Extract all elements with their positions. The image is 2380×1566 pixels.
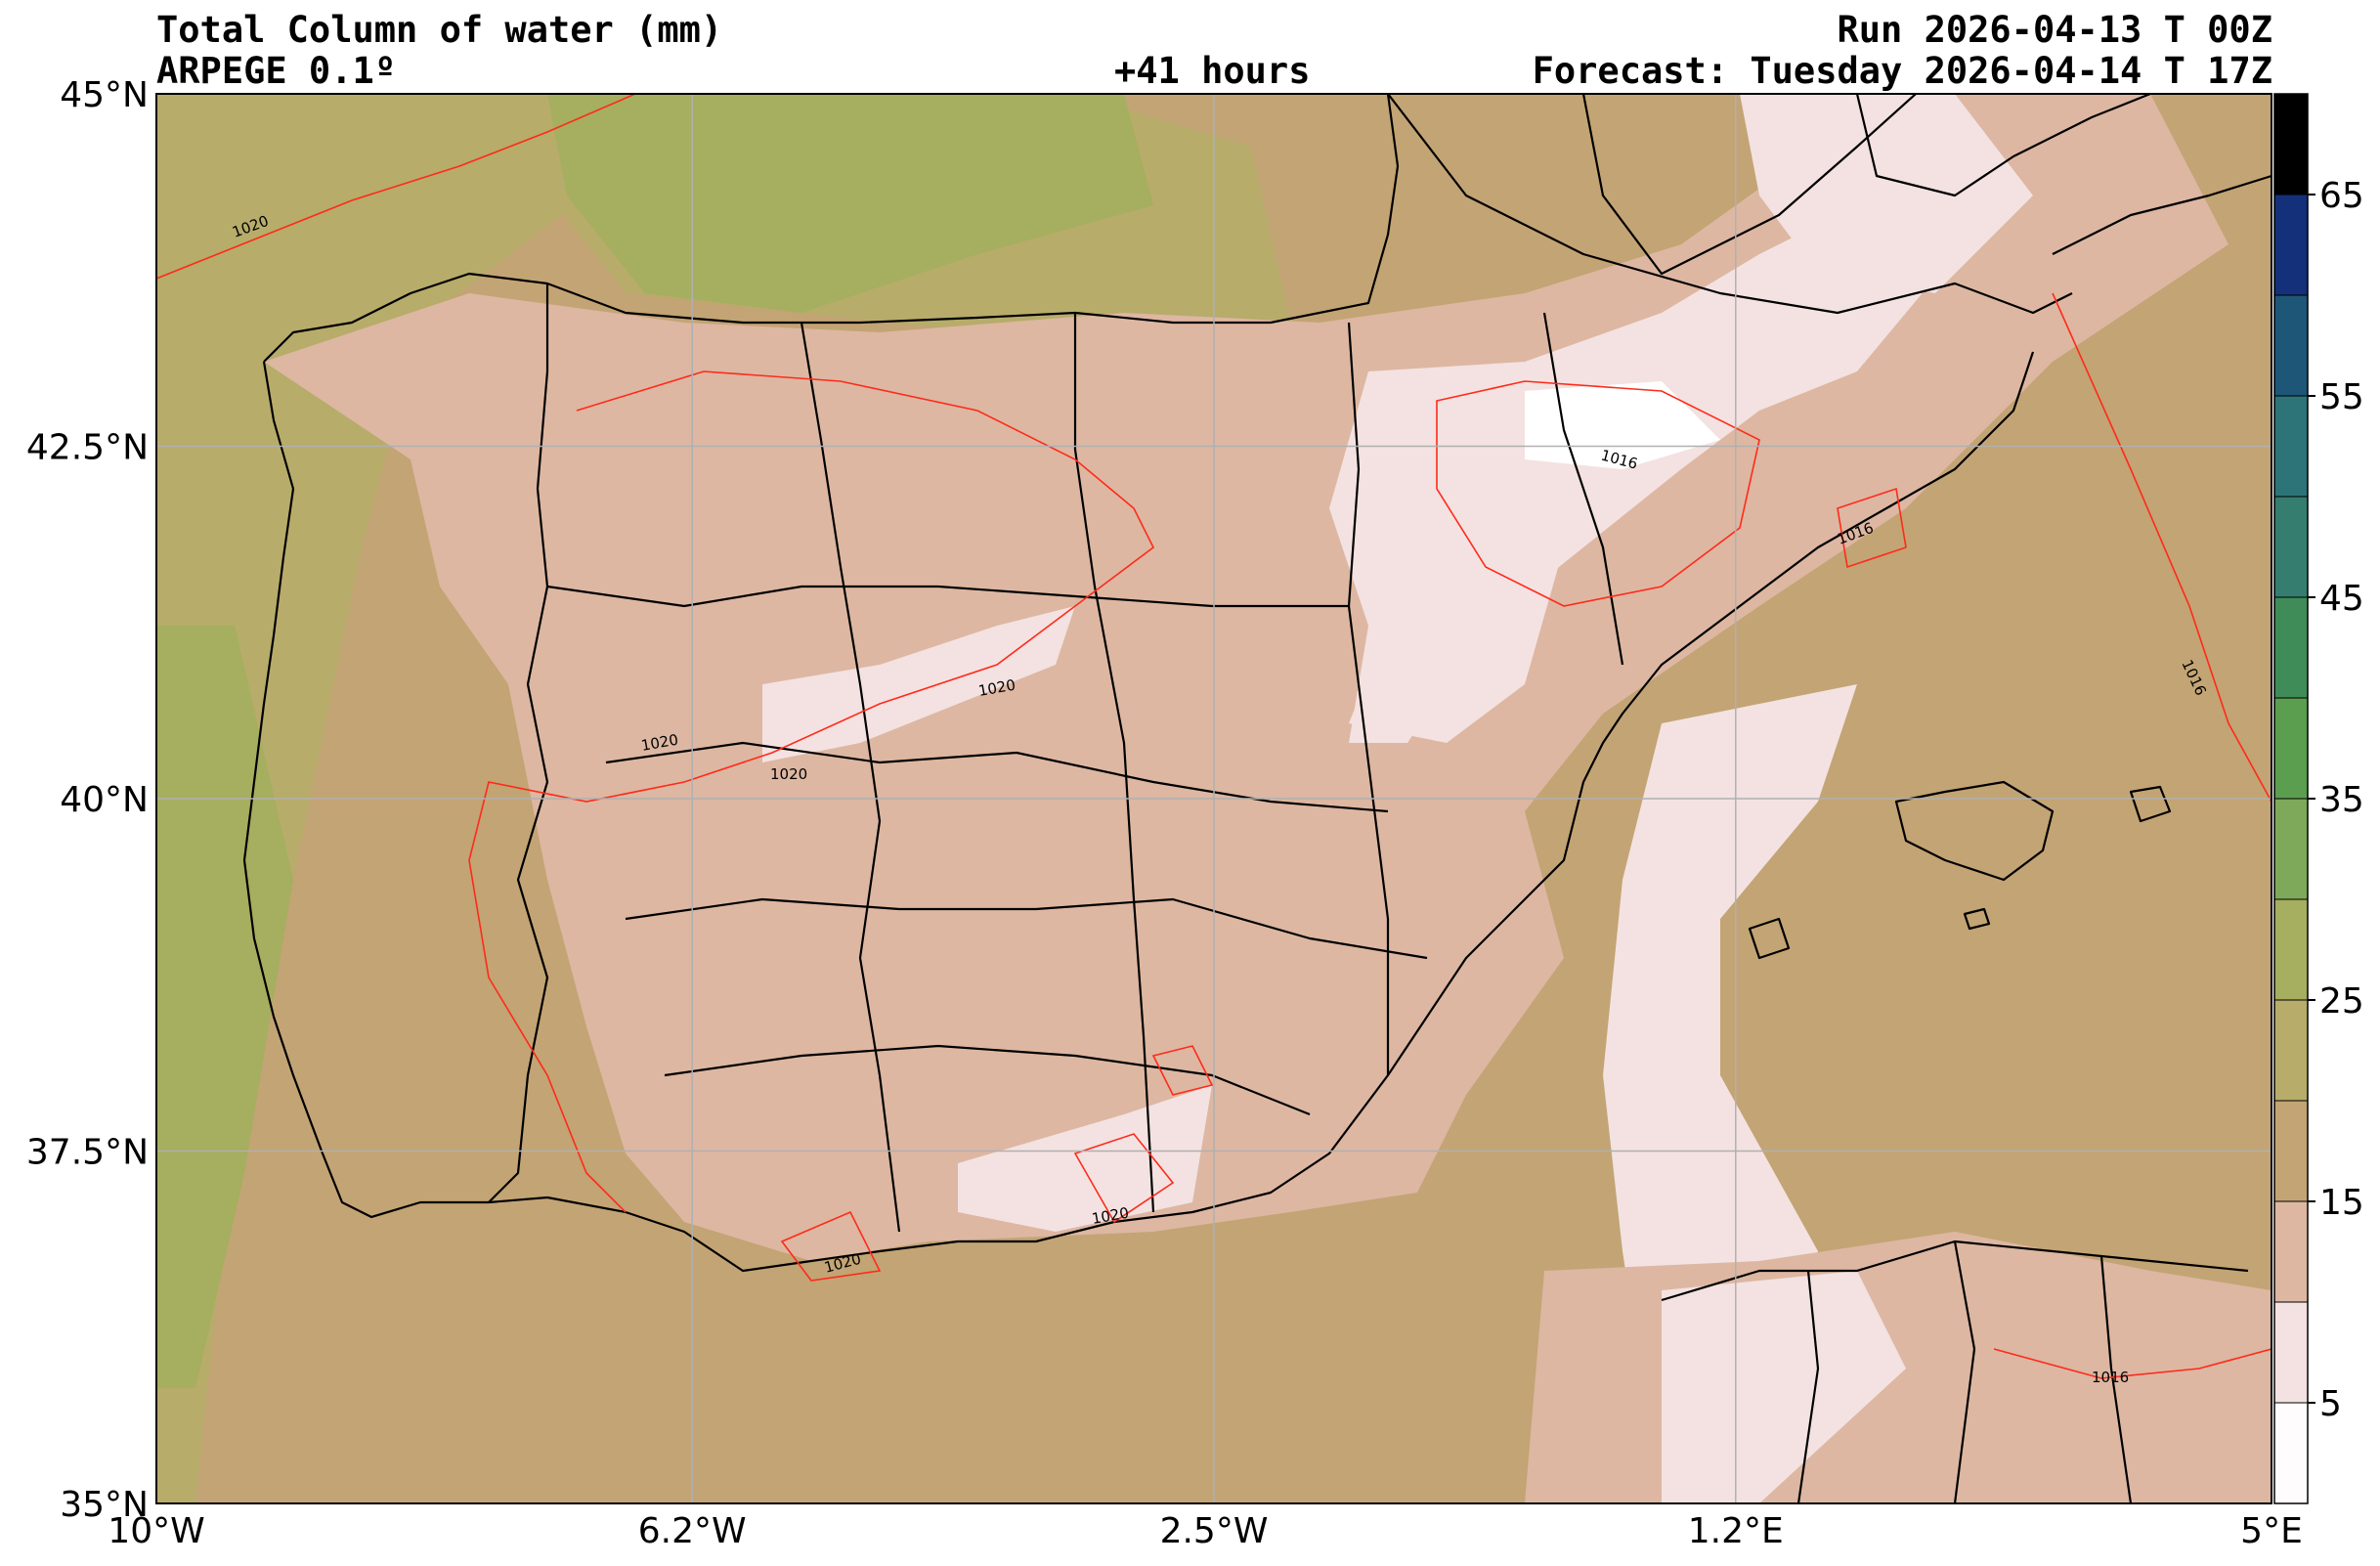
latitude-tick-label: 40°N bbox=[60, 780, 149, 820]
sea-field-high-west bbox=[156, 626, 293, 1388]
latitude-tick-label: 45°N bbox=[60, 75, 149, 115]
sea-field-high-north bbox=[547, 94, 1153, 313]
gridlines bbox=[156, 94, 2272, 1503]
colorbar-bin bbox=[2273, 496, 2309, 598]
isobar-label: 1020 bbox=[770, 765, 807, 783]
longitude-tick-label: 2.5°W bbox=[1160, 1511, 1269, 1551]
colorbar-bin bbox=[2273, 1100, 2309, 1202]
isobar-label: 1016 bbox=[2092, 1369, 2129, 1386]
colorbar-bin bbox=[2273, 697, 2309, 800]
longitude-tick-label: 10°W bbox=[108, 1511, 204, 1551]
latitude-tick-label: 42.5°N bbox=[26, 428, 149, 468]
map-title: Total Column of water (mm) bbox=[156, 9, 723, 51]
latitude-tick-labels: 45°N 42.5°N 40°N 37.5°N 35°N bbox=[26, 75, 149, 1525]
map-panel: 1020 1020 1020 1020 1020 1020 1016 1016 … bbox=[156, 94, 2272, 1503]
land-field-dry-africa bbox=[1662, 1271, 1906, 1503]
colorbar-tick-label: 25 bbox=[2319, 981, 2364, 1022]
colorbar bbox=[2273, 93, 2309, 1504]
forecast-label: Forecast: Tuesday 2026-04-14 T 17Z bbox=[1532, 50, 2272, 92]
colorbar-tick-label: 5 bbox=[2319, 1384, 2342, 1424]
colorbar-bin bbox=[2273, 395, 2309, 498]
land-field-dry-france bbox=[1740, 94, 2033, 293]
colorbar-tick-label: 35 bbox=[2319, 780, 2364, 820]
colorbar-bin bbox=[2273, 93, 2309, 196]
colorbar-bin bbox=[2273, 194, 2309, 296]
colorbar-tick-label: 45 bbox=[2319, 579, 2364, 619]
colorbar-bin bbox=[2273, 898, 2309, 1001]
lead-time-label: +41 hours bbox=[1114, 50, 1311, 92]
colorbar-bin bbox=[2273, 1200, 2309, 1303]
longitude-tick-labels: 10°W 6.2°W 2.5°W 1.2°E 5°E bbox=[108, 1511, 2303, 1551]
land-field-driest bbox=[1525, 381, 1720, 469]
colorbar-bin bbox=[2273, 596, 2309, 699]
colorbar-bin bbox=[2273, 798, 2309, 900]
colorbar-tick-label: 55 bbox=[2319, 377, 2364, 417]
colorbar-bin bbox=[2273, 1402, 2309, 1504]
colorbar-bin bbox=[2273, 999, 2309, 1102]
longitude-tick-label: 1.2°E bbox=[1688, 1511, 1784, 1551]
model-label: ARPEGE 0.1º bbox=[156, 50, 397, 92]
latitude-tick-label: 35°N bbox=[60, 1485, 149, 1525]
map-frame bbox=[155, 93, 2272, 1504]
longitude-tick-label: 5°E bbox=[2240, 1511, 2303, 1551]
colorbar-bin bbox=[2273, 294, 2309, 397]
longitude-tick-label: 6.2°W bbox=[638, 1511, 747, 1551]
land-field-dry-ebro bbox=[1349, 528, 1564, 743]
land-field-dry-central bbox=[762, 606, 1075, 762]
isobars bbox=[156, 94, 2272, 1379]
run-label: Run 2026-04-13 T 00Z bbox=[1837, 9, 2272, 51]
colorbar-tick-label: 15 bbox=[2319, 1183, 2364, 1223]
latitude-tick-label: 37.5°N bbox=[26, 1133, 149, 1173]
colorbar-bin bbox=[2273, 1301, 2309, 1404]
coastline-and-borders bbox=[242, 94, 2272, 1503]
colorbar-tick-label: 65 bbox=[2319, 176, 2364, 216]
colorbar-tick-labels: 5 15 25 35 45 55 65 bbox=[2308, 176, 2364, 1424]
